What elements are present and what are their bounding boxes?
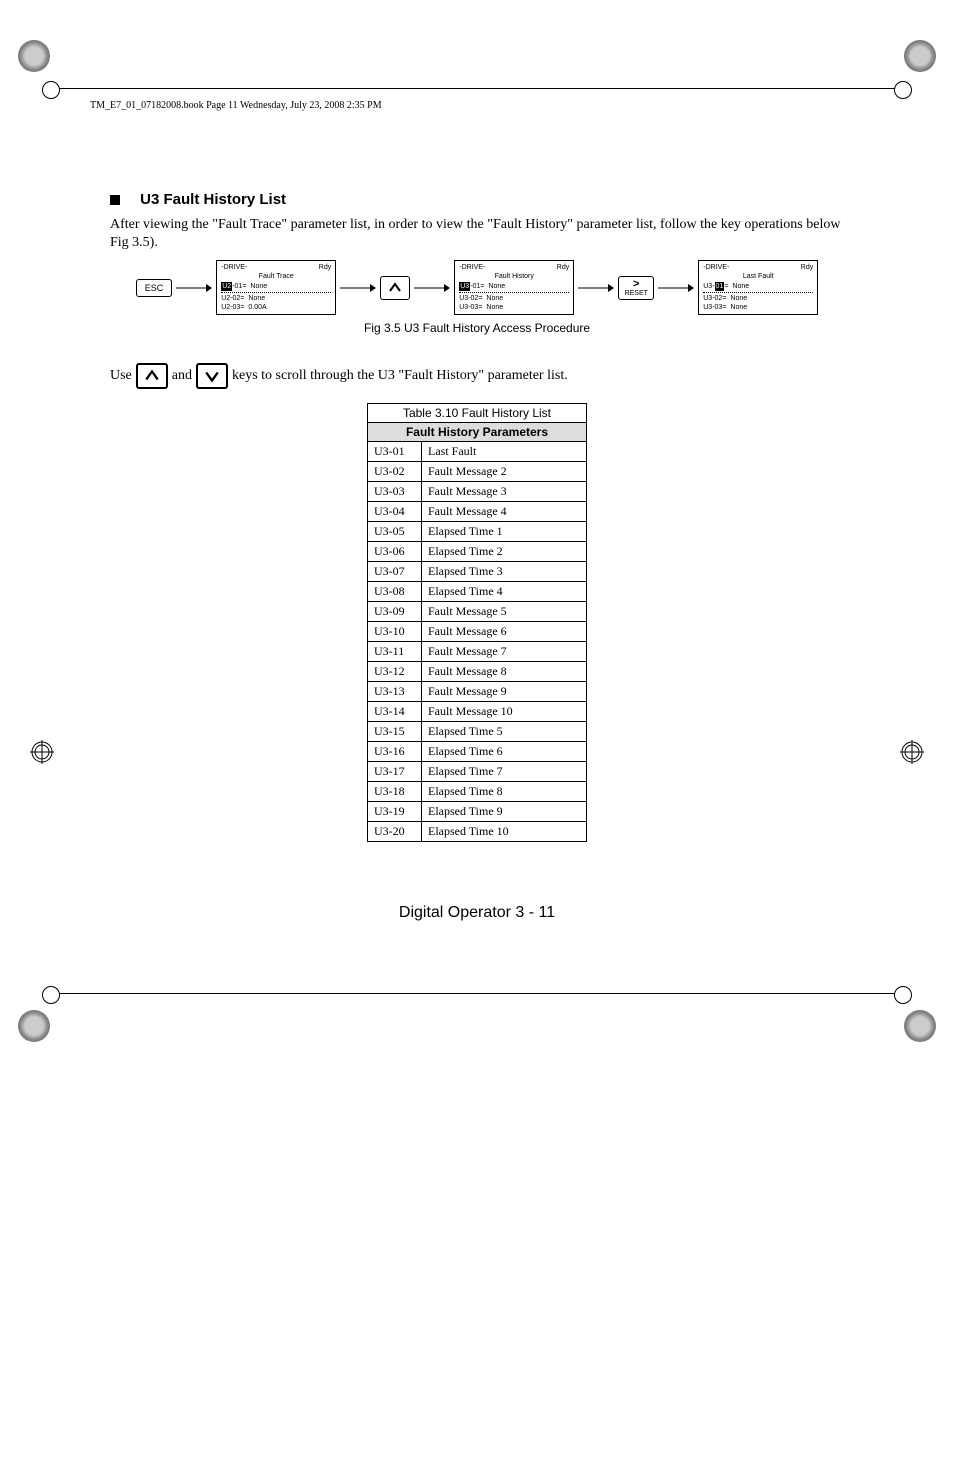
table-row: U3-02Fault Message 2 — [368, 461, 587, 481]
up-key-graphic — [380, 276, 410, 300]
crop-corner-icon — [904, 40, 936, 72]
arrow-right-icon — [658, 281, 694, 295]
param-code: U3-03 — [368, 481, 422, 501]
page-footer: Digital Operator 3 - 11 — [0, 904, 954, 922]
param-desc: Elapsed Time 7 — [422, 761, 587, 781]
table-row: U3-05Elapsed Time 1 — [368, 521, 587, 541]
param-desc: Elapsed Time 5 — [422, 721, 587, 741]
esc-button-graphic: ESC — [136, 279, 173, 297]
table-row: U3-04Fault Message 4 — [368, 501, 587, 521]
param-desc: Fault Message 5 — [422, 601, 587, 621]
param-desc: Fault Message 9 — [422, 681, 587, 701]
table-row: U3-01Last Fault — [368, 441, 587, 461]
table-row: U3-03Fault Message 3 — [368, 481, 587, 501]
param-code: U3-04 — [368, 501, 422, 521]
param-code: U3-11 — [368, 641, 422, 661]
crop-line-bottom — [50, 993, 904, 994]
up-key-icon — [136, 363, 168, 389]
flowchart: ESC -DRIVE-Rdy Fault Trace U2-01=None U2… — [110, 260, 844, 314]
table-row: U3-19Elapsed Time 9 — [368, 801, 587, 821]
section-title-text: U3 Fault History List — [140, 191, 286, 208]
param-code: U3-19 — [368, 801, 422, 821]
param-code: U3-10 — [368, 621, 422, 641]
down-key-icon — [196, 363, 228, 389]
arrow-right-icon — [176, 281, 212, 295]
lcd-screen-3: -DRIVE-Rdy Last Fault U3-01=None U3-02=N… — [698, 260, 818, 314]
param-code: U3-16 — [368, 741, 422, 761]
crop-corner-icon — [18, 40, 50, 72]
arrow-right-icon — [340, 281, 376, 295]
table-row: U3-14Fault Message 10 — [368, 701, 587, 721]
table-row: U3-07Elapsed Time 3 — [368, 561, 587, 581]
param-desc: Elapsed Time 1 — [422, 521, 587, 541]
table-row: U3-11Fault Message 7 — [368, 641, 587, 661]
use-suffix: keys to scroll through the U3 "Fault His… — [232, 368, 568, 384]
registration-mark-icon — [30, 740, 54, 764]
param-desc: Fault Message 10 — [422, 701, 587, 721]
reset-key-graphic: > RESET — [618, 276, 654, 300]
param-code: U3-20 — [368, 821, 422, 841]
fault-history-table: Table 3.10 Fault History List Fault Hist… — [367, 403, 587, 842]
param-code: U3-13 — [368, 681, 422, 701]
param-desc: Last Fault — [422, 441, 587, 461]
lcd-screen-2: -DRIVE-Rdy Fault History U3-01=None U3-0… — [454, 260, 574, 314]
param-code: U3-18 — [368, 781, 422, 801]
param-desc: Fault Message 7 — [422, 641, 587, 661]
param-code: U3-07 — [368, 561, 422, 581]
section-heading: U3 Fault History List — [110, 191, 844, 208]
table-row: U3-17Elapsed Time 7 — [368, 761, 587, 781]
bullet-square-icon — [110, 195, 120, 205]
table-sub-header: Fault History Parameters — [368, 422, 587, 441]
page-header-info: TM_E7_01_07182008.book Page 11 Wednesday… — [90, 100, 904, 111]
param-code: U3-14 — [368, 701, 422, 721]
use-prefix: Use — [110, 368, 132, 384]
table-row: U3-09Fault Message 5 — [368, 601, 587, 621]
table-row: U3-06Elapsed Time 2 — [368, 541, 587, 561]
arrow-right-icon — [414, 281, 450, 295]
param-code: U3-05 — [368, 521, 422, 541]
param-desc: Fault Message 2 — [422, 461, 587, 481]
param-desc: Elapsed Time 2 — [422, 541, 587, 561]
use-mid: and — [172, 368, 192, 384]
crop-corner-icon — [904, 1010, 936, 1042]
param-code: U3-08 — [368, 581, 422, 601]
param-desc: Fault Message 4 — [422, 501, 587, 521]
param-desc: Elapsed Time 6 — [422, 741, 587, 761]
param-desc: Elapsed Time 10 — [422, 821, 587, 841]
param-desc: Fault Message 6 — [422, 621, 587, 641]
figure-caption: Fig 3.5 U3 Fault History Access Procedur… — [110, 321, 844, 335]
param-desc: Elapsed Time 4 — [422, 581, 587, 601]
crop-line-top — [50, 88, 904, 89]
crop-corner-icon — [18, 1010, 50, 1042]
param-code: U3-12 — [368, 661, 422, 681]
table-row: U3-18Elapsed Time 8 — [368, 781, 587, 801]
table-row: U3-20Elapsed Time 10 — [368, 821, 587, 841]
lcd-screen-1: -DRIVE-Rdy Fault Trace U2-01=None U2-02=… — [216, 260, 336, 314]
param-code: U3-17 — [368, 761, 422, 781]
table-title: Table 3.10 Fault History List — [368, 403, 587, 422]
arrow-right-icon — [578, 281, 614, 295]
table-row: U3-08Elapsed Time 4 — [368, 581, 587, 601]
registration-mark-icon — [900, 740, 924, 764]
section-body: After viewing the "Fault Trace" paramete… — [110, 216, 844, 252]
param-desc: Elapsed Time 9 — [422, 801, 587, 821]
param-desc: Fault Message 3 — [422, 481, 587, 501]
param-code: U3-01 — [368, 441, 422, 461]
table-row: U3-10Fault Message 6 — [368, 621, 587, 641]
table-row: U3-16Elapsed Time 6 — [368, 741, 587, 761]
param-desc: Fault Message 8 — [422, 661, 587, 681]
param-code: U3-06 — [368, 541, 422, 561]
param-code: U3-15 — [368, 721, 422, 741]
table-row: U3-13Fault Message 9 — [368, 681, 587, 701]
param-desc: Elapsed Time 8 — [422, 781, 587, 801]
table-row: U3-15Elapsed Time 5 — [368, 721, 587, 741]
table-row: U3-12Fault Message 8 — [368, 661, 587, 681]
param-desc: Elapsed Time 3 — [422, 561, 587, 581]
param-code: U3-09 — [368, 601, 422, 621]
param-code: U3-02 — [368, 461, 422, 481]
use-instruction: Use and keys to scroll through the U3 "F… — [110, 363, 844, 389]
